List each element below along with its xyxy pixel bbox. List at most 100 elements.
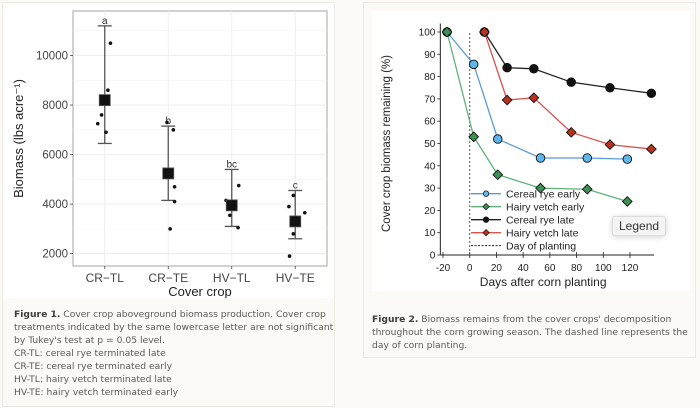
- caption-line: HV-TL: hairy vetch terminated late: [14, 374, 172, 385]
- figure-1-panel: 2000 4000 6000 8000 10000 CR−TL CR−TE HV−TL HV−T…: [2, 2, 335, 407]
- caption-line: CR-TE: cereal rye terminated early: [14, 361, 173, 372]
- y-tick-label: 10: [424, 228, 436, 239]
- data-point: [621, 196, 633, 207]
- x-tick-label: 40: [518, 263, 530, 274]
- data-point: [172, 184, 177, 189]
- data-point: [291, 193, 296, 198]
- data-point: [287, 254, 292, 258]
- data-point: [291, 232, 296, 236]
- data-point: [604, 139, 616, 151]
- data-point: [478, 26, 490, 38]
- y-axis-title: Biomass (lbs acre⁻¹): [11, 79, 26, 198]
- data-point: [566, 77, 576, 87]
- data-point: [468, 131, 480, 143]
- y-tick-label: 90: [424, 50, 436, 61]
- data-point: [172, 199, 177, 204]
- x-tick-label: CR−TL: [86, 271, 125, 285]
- data-point: [582, 153, 593, 163]
- figure-2-label: Figure 2.: [372, 314, 419, 325]
- mean-marker: [225, 199, 238, 212]
- legend-marker: [482, 228, 490, 237]
- x-axis-title: Cover crop: [168, 284, 232, 298]
- series-line: [446, 31, 628, 203]
- data-point: [502, 62, 512, 73]
- y-tick-label: 6000: [42, 150, 68, 162]
- figure-1-plot-area: 2000 4000 6000 8000 10000 CR−TL CR−TE HV−TL HV−T…: [3, 3, 334, 299]
- biomass-chart: 2000 4000 6000 8000 10000 CR−TL CR−TE HV−TL HV−T…: [11, 10, 328, 299]
- figure-2-plot-area: 0 10 20 30 40 50 60 70 80 90 100 -20 0 20 40 60 80 100 120…: [372, 11, 690, 291]
- y-tick-label: 4000: [42, 199, 68, 211]
- data-point: [108, 41, 113, 45]
- mean-marker: [162, 167, 175, 180]
- data-point: [106, 88, 110, 93]
- data-point: [168, 227, 172, 231]
- y-tick-label: 30: [424, 184, 436, 195]
- y-tick-label: 50: [424, 139, 436, 150]
- data-point: [535, 182, 546, 194]
- figure-2-panel: 0 10 20 30 40 50 60 70 80 90 100 -20 0 20 40 60 80 100 120…: [363, 2, 696, 358]
- data-point: [228, 213, 232, 218]
- y-tick-label: 80: [424, 72, 436, 83]
- data-point: [165, 120, 169, 125]
- x-tick-label: HV−TL: [213, 271, 251, 285]
- caption-line: HV-TE: hairy vetch terminated early: [14, 387, 179, 398]
- data-point: [529, 64, 539, 74]
- y-tick-label: 10000: [36, 51, 68, 63]
- legend-label: Cereal rye late: [506, 215, 574, 227]
- significance-letter: bc: [226, 159, 237, 170]
- data-point: [302, 210, 307, 215]
- data-point: [622, 154, 633, 164]
- data-point: [287, 204, 291, 209]
- x-tick-label: HV−TE: [276, 271, 315, 285]
- legend-marker: [482, 190, 490, 197]
- y-tick-label: 70: [424, 94, 436, 105]
- data-point: [646, 88, 657, 99]
- data-point: [581, 183, 593, 195]
- data-point: [236, 183, 241, 188]
- legend-marker: [482, 216, 490, 223]
- figure-2-caption-text: Biomass remains from the cover crops' de…: [372, 314, 688, 351]
- series-line: [483, 31, 652, 150]
- caption-line: CR-TL: cereal rye terminated late: [14, 348, 166, 359]
- data-point: [441, 26, 453, 38]
- figure-2-caption: Figure 2. Biomass remains from the cover…: [372, 313, 692, 352]
- data-point: [528, 92, 540, 104]
- y-tick-label: 2000: [42, 249, 68, 261]
- x-axis-title: Days after corn planting: [480, 275, 607, 289]
- y-tick-label: 60: [424, 117, 436, 128]
- x-tick-label: 80: [571, 263, 583, 274]
- legend-label: Hairy vetch early: [506, 202, 585, 214]
- data-point: [468, 59, 479, 70]
- figure-1-caption: Figure 1. Cover crop aboveground biomass…: [14, 308, 334, 399]
- data-point: [236, 225, 240, 230]
- y-tick-label: 20: [424, 206, 436, 217]
- data-point: [501, 94, 513, 106]
- data-point: [104, 130, 108, 135]
- legend-marker: [482, 202, 490, 211]
- x-tick-label: 60: [544, 263, 556, 274]
- legend-label: Day of planting: [506, 241, 576, 253]
- legend-label: Hairy vetch late: [506, 228, 579, 240]
- x-tick-label: -20: [436, 263, 451, 274]
- data-point: [492, 169, 504, 181]
- data-point: [95, 121, 100, 126]
- legend-label: Cereal rye early: [506, 189, 581, 201]
- series-line: [446, 31, 628, 160]
- data-point: [99, 113, 104, 117]
- x-tick-label: 0: [467, 263, 473, 274]
- y-tick-label: 0: [430, 251, 436, 262]
- y-axis-title: Cover crop biomass remaining (%): [381, 55, 393, 232]
- data-point: [565, 126, 577, 138]
- data-point: [171, 128, 176, 132]
- y-tick-label: 100: [419, 28, 436, 39]
- data-point: [605, 82, 615, 93]
- x-tick-label: 20: [491, 263, 503, 274]
- x-tick-label: 120: [622, 263, 639, 274]
- legend-tooltip[interactable]: Legend: [612, 216, 667, 236]
- series-line: [483, 31, 652, 94]
- x-tick-label: 100: [595, 263, 612, 274]
- significance-letter: a: [102, 16, 108, 27]
- mean-marker: [289, 215, 302, 228]
- significance-letter: c: [293, 180, 298, 191]
